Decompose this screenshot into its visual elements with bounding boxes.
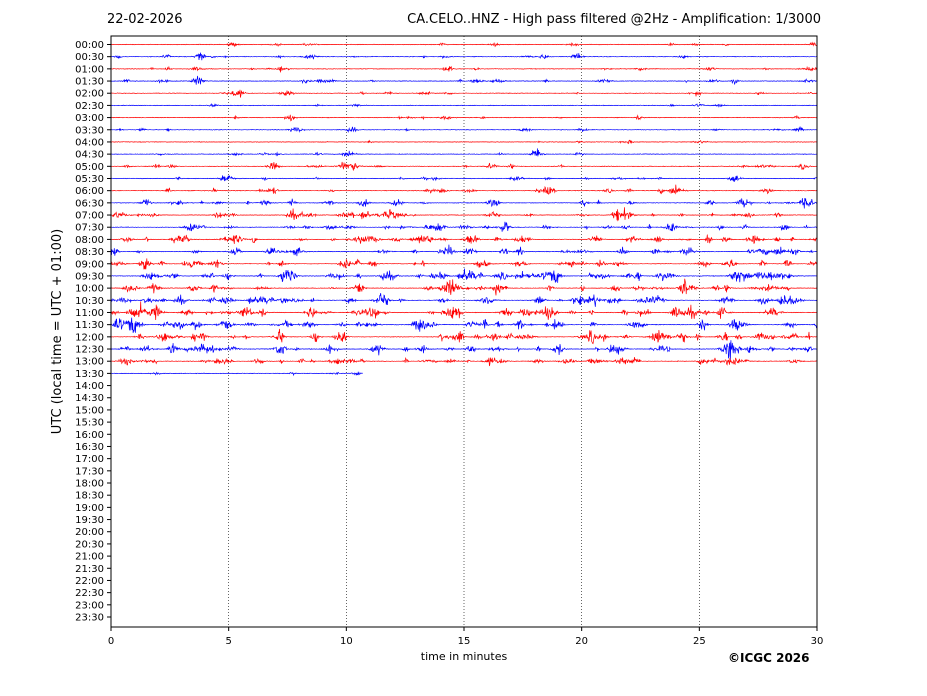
y-tick-label: 21:00	[75, 552, 104, 563]
y-tick-label: 14:00	[75, 381, 104, 392]
y-tick-label: 11:30	[75, 320, 104, 331]
copyright-label: ©ICGC 2026	[728, 651, 810, 665]
y-tick-label: 00:00	[75, 40, 104, 51]
y-tick-label: 23:30	[75, 613, 104, 624]
trace-line	[110, 278, 818, 296]
y-tick-label: 14:30	[75, 393, 104, 404]
y-tick-label: 03:00	[75, 113, 104, 124]
y-tick-label: 00:30	[75, 52, 104, 63]
y-tick-label: 17:30	[75, 466, 104, 477]
y-tick-label: 07:30	[75, 223, 104, 234]
trace-line	[110, 293, 817, 307]
y-tick-label: 16:30	[75, 442, 104, 453]
trace-line	[111, 356, 818, 367]
y-tick-label: 02:30	[75, 101, 104, 112]
trace-line	[110, 184, 818, 195]
y-tick-label: 01:00	[75, 64, 104, 75]
y-tick-label: 10:00	[75, 284, 104, 295]
y-tick-label: 19:30	[75, 515, 104, 526]
trace-line	[111, 75, 817, 85]
y-tick-label: 07:00	[75, 211, 104, 222]
trace-line	[110, 114, 818, 122]
y-tick-label: 08:00	[75, 235, 104, 246]
y-tick-label: 10:30	[75, 296, 104, 307]
trace-line	[110, 89, 818, 98]
y-tick-label: 08:30	[75, 247, 104, 258]
y-tick-label: 12:00	[75, 332, 104, 343]
y-tick-label: 15:00	[75, 405, 104, 416]
x-axis: 0 5 10 15 20 25 30	[108, 627, 824, 647]
y-tick-label: 16:00	[75, 430, 104, 441]
x-tick-label: 30	[811, 636, 824, 647]
y-tick-label: 02:00	[75, 89, 104, 100]
y-tick-label: 22:00	[75, 576, 104, 587]
trace-line	[110, 52, 818, 61]
y-tick-label: 01:30	[75, 77, 104, 88]
trace-line	[110, 258, 818, 270]
trace-line	[110, 198, 818, 209]
y-axis-label: UTC (local time = UTC + 01:00)	[50, 229, 65, 434]
y-tick-label: 15:30	[75, 418, 104, 429]
y-tick-label: 04:30	[75, 150, 104, 161]
chart-title: CA.CELO..HNZ - High pass filtered @2Hz -…	[407, 12, 821, 27]
y-tick-label: 04:00	[75, 137, 104, 148]
y-tick-label: 11:00	[75, 308, 104, 319]
y-tick-label: 18:30	[75, 491, 104, 502]
x-tick-label: 0	[108, 636, 114, 647]
y-tick-label: 12:30	[75, 345, 104, 356]
y-tick-label: 13:30	[75, 369, 104, 380]
y-tick-label: 17:00	[75, 454, 104, 465]
trace-line	[110, 161, 818, 171]
x-tick-label: 25	[693, 636, 706, 647]
x-tick-label: 15	[458, 636, 471, 647]
y-tick-label: 18:00	[75, 479, 104, 490]
y-tick-label: 20:00	[75, 527, 104, 538]
trace-line	[110, 317, 818, 333]
y-tick-label: 22:30	[75, 588, 104, 599]
x-tick-label: 5	[225, 636, 231, 647]
y-tick-label: 06:30	[75, 198, 104, 209]
trace-line	[111, 126, 817, 133]
trace-line	[110, 175, 818, 182]
y-tick-label: 03:30	[75, 125, 104, 136]
x-axis-label: time in minutes	[421, 650, 508, 663]
date-label: 22-02-2026	[107, 12, 183, 27]
trace-line	[110, 328, 818, 345]
y-tick-label: 23:00	[75, 600, 104, 611]
trace-line	[110, 207, 818, 222]
plot-frame	[110, 35, 818, 628]
trace-line	[110, 244, 818, 257]
trace-line	[110, 301, 818, 321]
y-tick-label: 09:00	[75, 259, 104, 270]
trace-line	[110, 139, 818, 145]
trace-line	[110, 340, 817, 361]
trace-layer	[110, 41, 818, 377]
y-tick-label: 05:00	[75, 162, 104, 173]
trace-line	[110, 65, 818, 73]
trace-line	[111, 371, 363, 377]
y-tick-label: 05:30	[75, 174, 104, 185]
y-tick-label: 20:30	[75, 539, 104, 550]
y-tick-label: 19:00	[75, 503, 104, 514]
grid-lines	[228, 36, 700, 627]
y-tick-label: 13:00	[75, 357, 104, 368]
trace-line	[111, 148, 818, 157]
y-tick-label: 06:00	[75, 186, 104, 197]
trace-line	[111, 234, 818, 244]
x-tick-label: 10	[340, 636, 353, 647]
trace-line	[110, 268, 818, 283]
y-tick-label: 09:30	[75, 271, 104, 282]
y-tick-label: 21:30	[75, 564, 104, 575]
trace-line	[111, 103, 818, 108]
trace-line	[110, 41, 818, 48]
x-tick-label: 20	[575, 636, 588, 647]
trace-line	[110, 221, 818, 232]
